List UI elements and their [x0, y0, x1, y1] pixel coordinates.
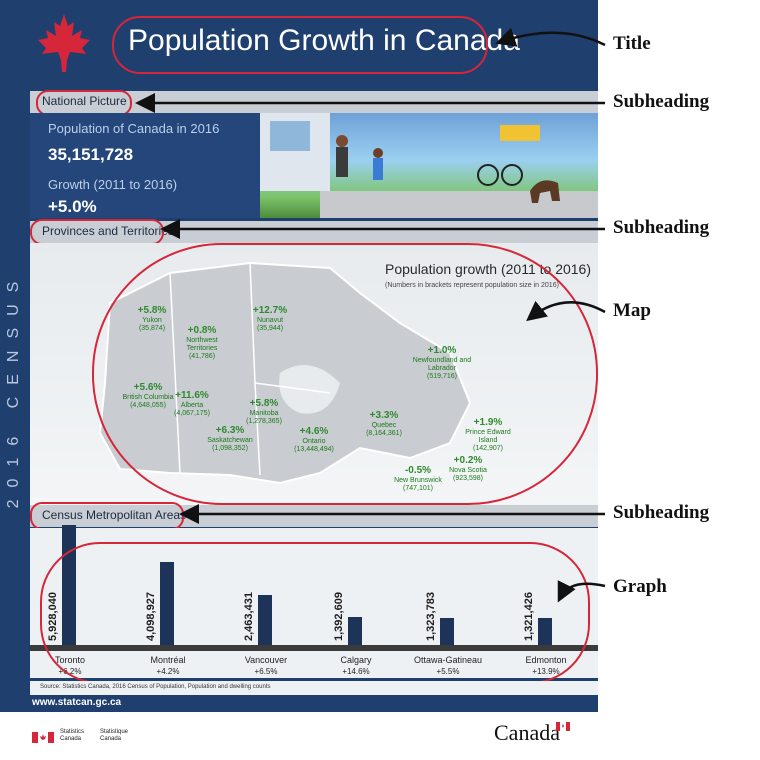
province-pct: -0.5%: [404, 465, 432, 476]
subheading-cma-label: Census Metropolitan Areas: [42, 508, 187, 522]
map-arrow: [526, 300, 606, 322]
province-label: +5.8% Manitoba (1,278,365): [232, 398, 296, 426]
province-name: New Brunswick: [394, 476, 442, 484]
cma-city-growth: +14.6%: [342, 666, 370, 676]
callout-subheading-3: Subheading: [613, 502, 710, 523]
cma-chart-panel: [30, 528, 598, 678]
population-label: Population of Canada in 2016: [48, 121, 220, 136]
province-pop: (13,448,494): [294, 445, 334, 453]
street-scene-drawing: [260, 113, 598, 218]
province-name: Nunavut: [256, 316, 284, 324]
poster-title: Population Growth in Canada: [128, 24, 520, 57]
province-label: -0.5% New Brunswick (747,101): [386, 465, 450, 493]
cma-bar: [160, 562, 174, 645]
province-label: +4.6% Ontario (13,448,494): [282, 426, 346, 454]
canada-flag-icon: [32, 732, 54, 743]
province-pop: (1,098,352): [212, 444, 248, 452]
province-label: +1.0% Newfoundland and Labrador (519,716): [410, 345, 474, 381]
subheading-national-label: National Picture: [42, 94, 127, 108]
street-scene-illustration: [260, 113, 598, 218]
province-pct: +1.0%: [427, 345, 457, 356]
title-arrow: [495, 27, 606, 47]
province-name: Newfoundland and Labrador: [412, 356, 472, 372]
growth-value: +5.0%: [48, 197, 97, 216]
subheading-provinces-label: Provinces and Territories: [42, 224, 174, 238]
canada-wordmark: Canada: [494, 720, 560, 745]
province-pop: (519,716): [427, 372, 457, 380]
source-text: Source: Statistics Canada, 2016 Census o…: [40, 684, 271, 690]
province-pct: +12.7%: [252, 305, 288, 316]
footer: Statistics Canada Statistique Canada Can…: [0, 712, 598, 760]
province-pct: +3.3%: [369, 410, 399, 421]
callout-title: Title: [613, 33, 651, 54]
cma-bar: [258, 595, 272, 645]
maple-leaf-icon: [38, 14, 90, 72]
province-label: +6.3% Saskatchewan (1,098,352): [198, 425, 262, 453]
province-pop: (8,164,361): [366, 429, 402, 437]
cma-city-name: Montréal: [150, 655, 186, 665]
province-pop: (1,278,365): [246, 417, 282, 425]
cma-city-name: Vancouver: [244, 655, 288, 665]
map-highlight-oval: [92, 243, 598, 505]
wordmark-flag-icon: [556, 722, 570, 731]
source-note: Source: Statistics Canada, 2016 Census o…: [30, 681, 598, 695]
province-pct: +5.8%: [249, 398, 279, 409]
callout-graph: Graph: [613, 576, 667, 597]
province-name: Quebec: [371, 421, 397, 429]
cma-city-growth: +4.2%: [156, 666, 180, 676]
cma-bar: [348, 616, 362, 645]
cma-city-label: Calgary +14.6%: [311, 655, 401, 677]
cma-city-name: Calgary: [340, 655, 372, 665]
url-band: www.statcan.gc.ca: [30, 695, 598, 712]
road-strip: [30, 645, 598, 651]
province-name: Saskatchewan: [207, 436, 253, 444]
province-label: +3.3% Quebec (8,164,361): [352, 410, 416, 438]
growth-label: Growth (2011 to 2016): [48, 177, 178, 192]
province-pct: +4.6%: [299, 426, 329, 437]
graph-arrow: [557, 580, 606, 603]
province-pct: +0.2%: [453, 455, 483, 466]
province-name: Ontario: [302, 437, 326, 445]
cma-city-growth: +6.5%: [254, 666, 278, 676]
statcan-url-link[interactable]: www.statcan.gc.ca: [32, 697, 122, 708]
sidebar-strip: 2016 CENSUS: [0, 80, 30, 710]
national-picture-panel: Population of Canada in 2016 35,151,728 …: [30, 113, 598, 218]
callout-map: Map: [613, 300, 651, 321]
cma-bar: [440, 618, 454, 645]
title-highlight-oval: [112, 16, 488, 74]
callout-subheading-1: Subheading: [613, 91, 710, 112]
province-pop: (747,101): [403, 484, 433, 492]
cma-city-label: Montréal +4.2%: [123, 655, 213, 677]
cma-city-growth: +5.5%: [436, 666, 460, 676]
province-name: Manitoba: [249, 409, 279, 417]
callout-subheading-2: Subheading: [613, 217, 710, 238]
province-pct: +6.3%: [215, 425, 245, 436]
cma-city-label: Vancouver +6.5%: [221, 655, 311, 677]
statcan-french-name: Statistique Canada: [100, 729, 129, 743]
province-pop: (35,944): [256, 324, 284, 332]
cma-city-label: Ottawa-Gatineau +5.5%: [403, 655, 493, 677]
province-label: +12.7% Nunavut (35,944): [238, 305, 302, 333]
statcan-english-name: Statistics Canada: [60, 729, 85, 743]
population-value: 35,151,728: [48, 145, 134, 164]
cma-city-name: Ottawa-Gatineau: [413, 655, 483, 665]
